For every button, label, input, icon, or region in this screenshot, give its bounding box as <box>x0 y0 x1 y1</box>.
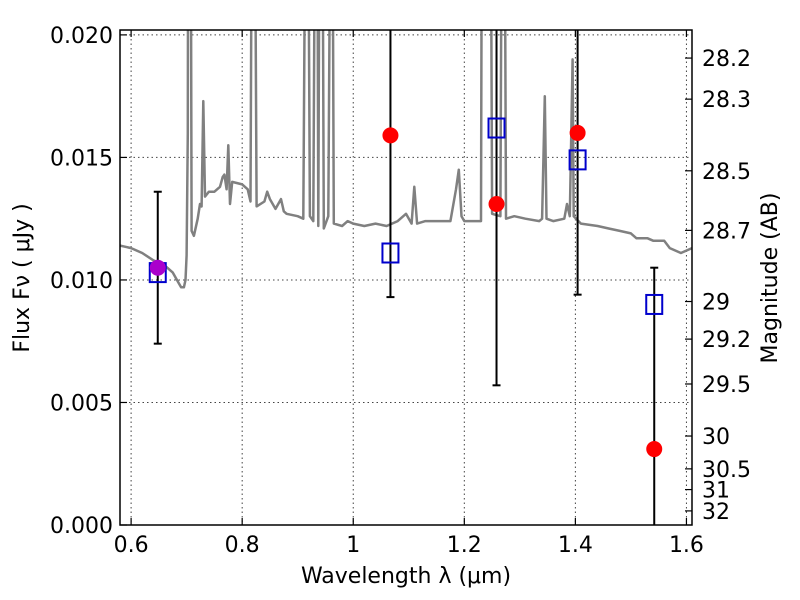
mag-tick-label: 29.5 <box>702 373 751 398</box>
mag-tick-label: 28.5 <box>702 160 751 185</box>
mag-tick-label: 30 <box>702 425 730 450</box>
spectrum-line <box>120 30 692 289</box>
mag-tick-label: 28.2 <box>702 47 751 72</box>
model-point <box>645 293 664 315</box>
mag-tick-label: 28.7 <box>702 219 751 244</box>
mag-tick-label: 30.5 <box>702 458 751 483</box>
x-tick-label: 1 <box>346 533 360 558</box>
mag-tick-label: 32 <box>702 500 730 525</box>
y-tick-label: 0.000 <box>50 514 113 539</box>
model-point <box>381 242 400 264</box>
observed-point <box>569 124 586 141</box>
observed-point <box>646 441 663 458</box>
x-axis-label: Wavelength λ (μm) <box>301 564 511 589</box>
plot-background <box>120 30 692 525</box>
y-tick-label: 0.020 <box>50 24 113 49</box>
mag-tick-label: 29.2 <box>702 328 751 353</box>
mag-tick-label: 29 <box>702 291 730 316</box>
ticks: 0.6 0.8 1 1.2 1.4 1.6 0.000 0.005 0.010 0.015 0.02… <box>50 24 751 558</box>
mag-tick-label: 28.3 <box>702 88 751 113</box>
y-tick-label: 0.015 <box>50 146 113 171</box>
y-tick-label: 0.005 <box>50 391 113 416</box>
right-axis-label: Magnitude (AB) <box>758 193 783 364</box>
observed-point <box>149 259 166 276</box>
x-tick-label: 1.6 <box>669 533 704 558</box>
x-tick-label: 0.6 <box>114 533 149 558</box>
y-tick-label: 0.010 <box>50 269 113 294</box>
plot-frame <box>119 29 693 526</box>
x-tick-label: 1.2 <box>447 533 482 558</box>
x-tick-label: 0.8 <box>225 533 260 558</box>
mag-tick-label: 31 <box>702 479 730 504</box>
observed-point <box>488 195 505 212</box>
plot-area <box>120 30 692 525</box>
x-tick-label: 1.4 <box>558 533 593 558</box>
y-axis-label: Flux Fν ( μJy ) <box>10 203 35 352</box>
model-point <box>487 117 506 139</box>
observed-point <box>382 127 399 144</box>
model-point <box>568 149 587 171</box>
